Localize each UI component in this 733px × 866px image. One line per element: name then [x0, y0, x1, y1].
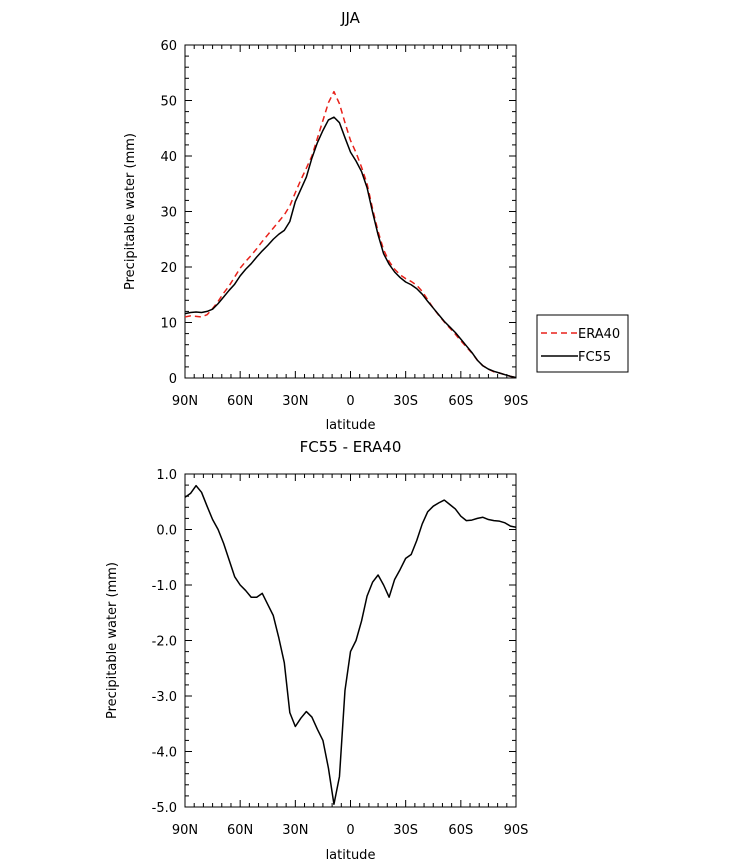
x-tick-label: 30S: [393, 823, 418, 838]
x-tick-label: 60N: [227, 394, 253, 409]
x-tick-label: 0: [346, 394, 354, 409]
x-tick-label: 30N: [282, 823, 308, 838]
y-tick-labels: 0 10 20 30 40 50 60: [160, 39, 177, 387]
legend-label-fc55: FC55: [578, 350, 611, 365]
y-tick-labels: 1.0 0.0 -1.0 -2.0 -3.0 -4.0 -5.0: [152, 468, 177, 816]
y-tick-label: 10: [160, 317, 177, 332]
series-line-era40: [184, 90, 517, 379]
chart-panel-top: JJA 0 10 20 30 40 50 60 90N 60N 30N 0 30S 60S 90S la…: [123, 9, 528, 433]
legend: ERA40 FC55: [536, 314, 629, 373]
y-tick-label: 50: [160, 95, 177, 110]
plot-frame: [184, 44, 517, 379]
y-tick-label: 20: [160, 261, 177, 276]
x-tick-label: 60S: [448, 823, 473, 838]
chart-panel-bottom: FC55 - ERA40 1.00.0-1.0-2.0-3.0-4.0-5.0 …: [105, 438, 528, 863]
series-group: [184, 484, 517, 805]
y-tick-label: -1.0: [152, 579, 177, 594]
plot-frame: [184, 473, 517, 808]
y-axis-label: Precipitable water (mm): [105, 562, 120, 719]
y-tick-label: -3.0: [152, 690, 177, 705]
x-tick-label: 60S: [448, 394, 473, 409]
axis-ticks: [184, 44, 517, 379]
series-line-fc55: [184, 116, 517, 379]
chart-title: JJA: [340, 9, 361, 27]
series-group: [184, 90, 517, 379]
legend-label-era40: ERA40: [578, 327, 620, 342]
y-tick-label: 40: [160, 150, 177, 165]
y-tick-label: -2.0: [152, 635, 177, 650]
legend-box: [536, 314, 629, 373]
x-tick-labels: 90N 60N 30N 0 30S 60S 90S: [172, 394, 529, 409]
y-tick-label: 0: [169, 372, 177, 387]
axis-ticks: [184, 473, 517, 808]
chart-title: FC55 - ERA40: [300, 438, 402, 456]
x-tick-label: 90S: [504, 394, 529, 409]
y-tick-label: 60: [160, 39, 177, 54]
x-axis-label: latitude: [326, 418, 376, 433]
x-tick-label: 0: [346, 823, 354, 838]
series-line-difference: [184, 484, 517, 805]
x-tick-label: 30N: [282, 394, 308, 409]
x-axis-label: latitude: [326, 848, 376, 863]
x-tick-labels: 90N 60N 30N 0 30S 60S 90S: [172, 823, 529, 838]
y-tick-label: 1.0: [156, 468, 177, 483]
x-tick-label: 90N: [172, 823, 198, 838]
y-axis-label: Precipitable water (mm): [123, 133, 138, 290]
y-tick-label: -4.0: [152, 746, 177, 761]
y-tick-label: 30: [160, 206, 177, 221]
x-tick-label: 90N: [172, 394, 198, 409]
x-tick-label: 60N: [227, 823, 253, 838]
x-tick-label: 30S: [393, 394, 418, 409]
x-tick-label: 90S: [504, 823, 529, 838]
y-tick-label: 0.0: [156, 524, 177, 539]
y-tick-label: -5.0: [152, 801, 177, 816]
